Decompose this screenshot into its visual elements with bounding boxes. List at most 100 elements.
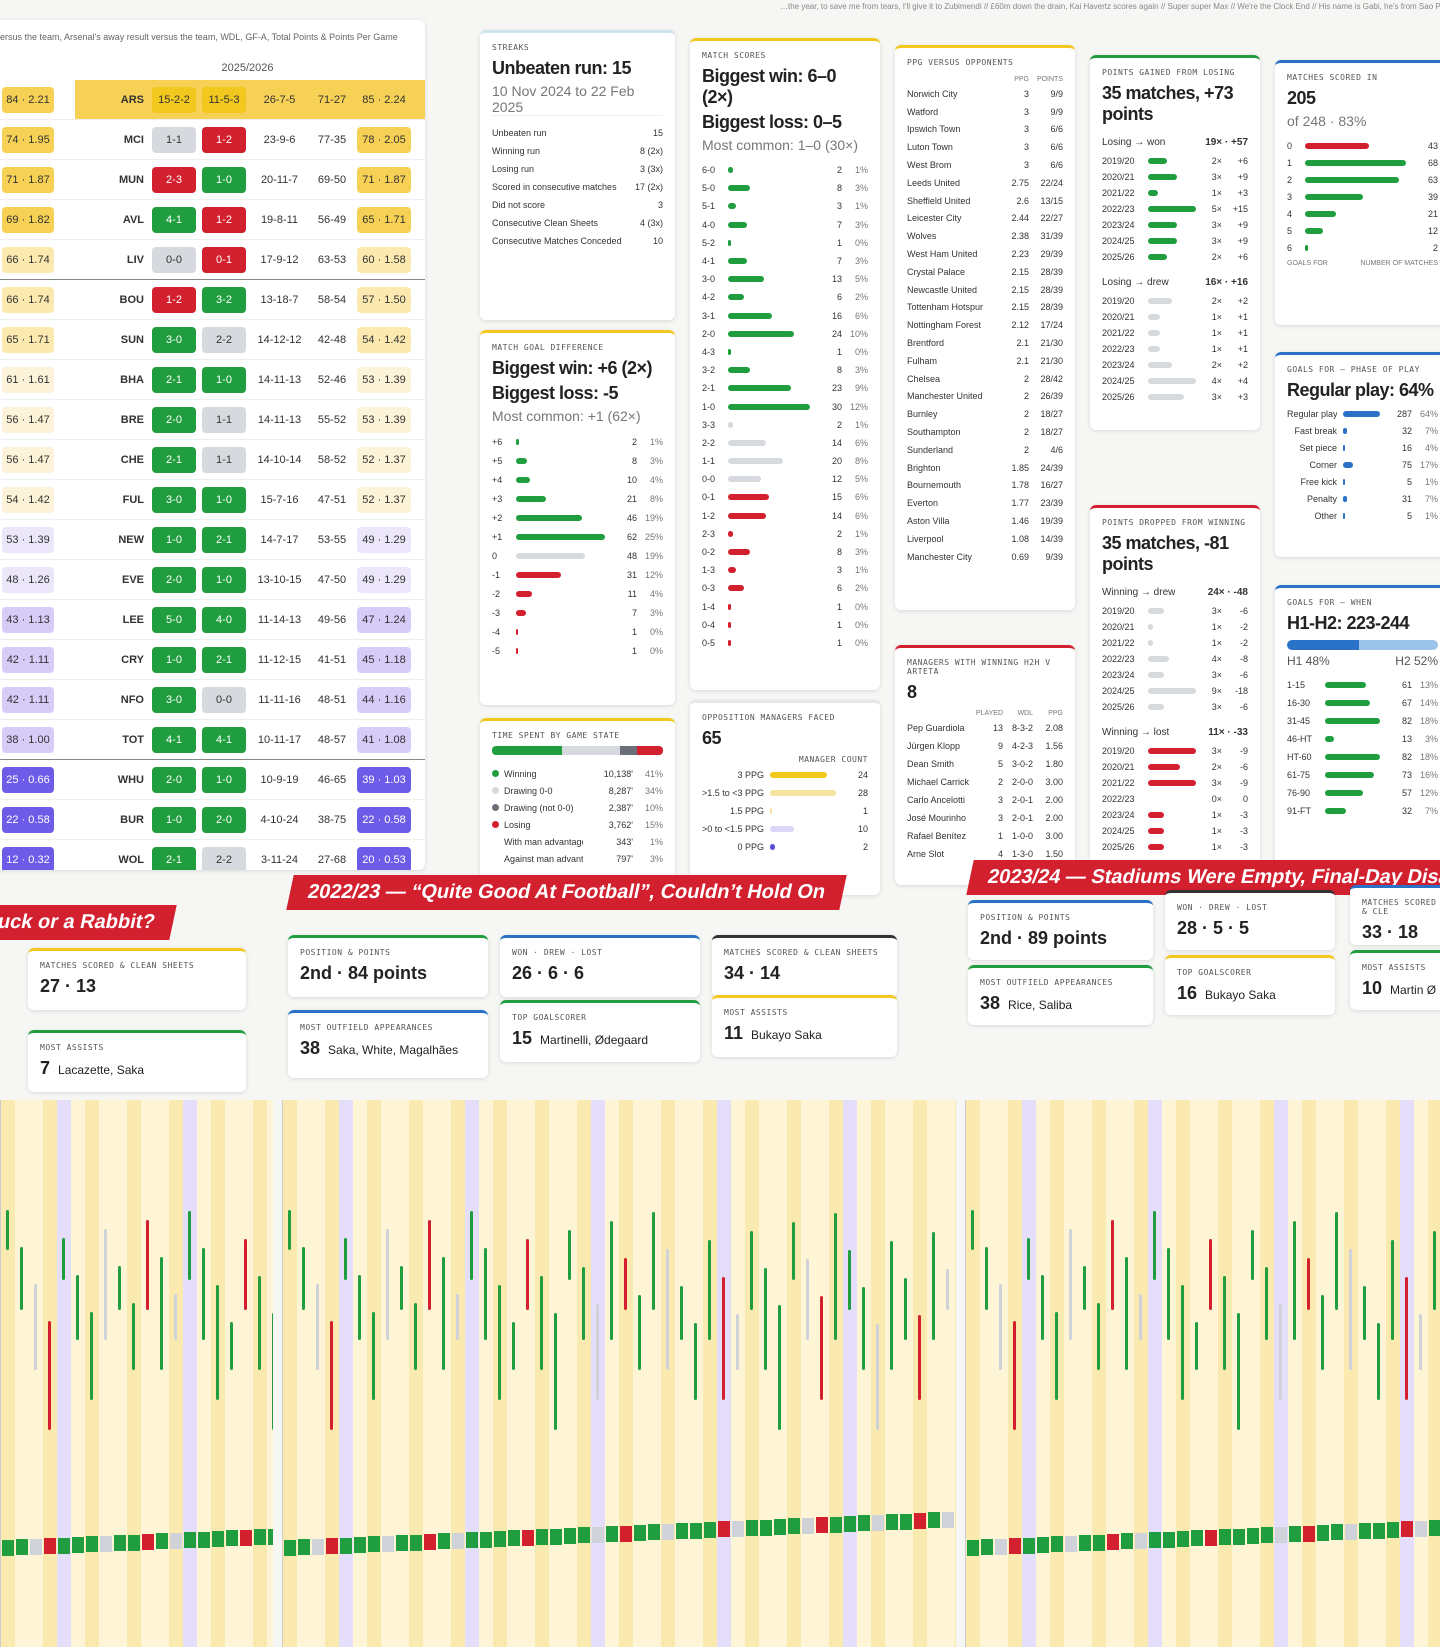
strip-column [994,1100,1008,1647]
bar-track [770,808,836,814]
bar-row: -2 11 4% [492,584,663,603]
points-ppg: 78 · 2.05 [357,126,411,153]
match-strip [965,1100,1440,1647]
bar-row: -4 1 0% [492,622,663,641]
axis-labels: GOALS FOR NUMBER OF MATCHES [1287,260,1438,267]
points: 0 [1242,794,1248,804]
bar-percent: 3% [854,183,868,194]
strip-tick [428,1220,431,1310]
season-row: 2020/21 1× -2 [1102,619,1248,635]
card-headline: H1-H2: 223-244 [1287,613,1410,633]
strip-tick [971,1210,974,1250]
bar [1148,394,1184,400]
bar-label: 3-1 [702,310,716,321]
team: AVL [122,213,144,226]
bar-track [728,585,810,592]
team: WHU [117,773,144,786]
bar-percent: 0% [854,619,868,630]
team: LIV [126,253,144,266]
card-label: GOALS FOR – WHEN [1287,598,1373,607]
strip-square [981,1539,993,1556]
ppg-row: Ipswich Town 3 6/6 [907,121,1063,139]
bar-track [516,552,605,559]
bar-row: 1-4 1 0% [702,598,868,616]
strip-square [1093,1534,1105,1551]
season: 2023/24 [1102,810,1135,820]
bar-count: 2 [836,165,842,176]
card-value-line: 11 Bukayo Saka [724,1023,885,1044]
season: 2021/22 [1102,328,1135,338]
points: -2 [1239,622,1248,632]
points: 18/27 [1040,427,1063,438]
home-result: 1-1 [152,126,196,153]
season: 2024/25 [1102,686,1135,696]
bar-percent: 18% [1419,752,1438,762]
bar-percent: 3% [854,365,868,376]
strip-square [212,1531,224,1547]
bar-track [728,494,810,501]
bar-row: Fast break 32 7% [1287,422,1438,439]
bar-track [728,185,810,192]
strip-square [606,1526,618,1543]
card-value-line: 7 Lacazette, Saka [40,1058,234,1079]
away-result: 0-1 [202,246,246,273]
strip-tick [946,1269,949,1310]
wdl: 15-7-16 [260,493,299,506]
opponent: Sheffield United [907,195,971,206]
previous-points: 56 · 1.47 [2,446,54,473]
strip-tick [1111,1220,1114,1310]
bar-count: 16 [1401,442,1412,453]
table-row: 12 · 0.32 WOL 2-1 2-2 3-11-24 27-68 20 · 0.53 [0,840,425,870]
card-detail: Saka, White, Magalhães [328,1043,459,1057]
bar-track [1148,174,1196,180]
strip-square [718,1521,730,1538]
h2h-row: Michael Carrick 2 2-0-0 3.00 [907,773,1063,791]
strip-square [1359,1523,1371,1540]
strip-column [661,1100,675,1647]
bar-percent: 12% [1419,788,1438,798]
bar [728,167,734,174]
team: NFO [120,693,144,706]
manager: Jürgen Klopp [907,741,961,751]
strip-tick [694,1323,697,1400]
ppg: 2 [1023,444,1029,455]
ppg: 1.78 [1011,480,1029,491]
bar-label: 46-HT [1287,734,1313,744]
previous-points: 54 · 1.42 [2,486,54,513]
bar-label: HT-60 [1287,752,1312,762]
bar-row: HT-60 82 18% [1287,748,1438,766]
card-label: POSITION & POINTS [300,948,391,957]
away-result: 2-2 [202,326,246,353]
team: CRY [121,653,144,666]
opponent: Watford [907,106,939,117]
strip-square [788,1518,800,1535]
season-card: TOP GOALSCORER 16 Bukayo Saka [1165,955,1335,1015]
points: 28/39 [1040,302,1063,313]
strip-tick [512,1322,515,1370]
points: +15 [1232,204,1248,214]
previous-points: 43 · 1.13 [2,606,54,633]
count: 3× [1211,392,1222,402]
strip-square [774,1519,786,1535]
column-header: PLAYED [975,709,1003,717]
strip-tick [272,1313,273,1430]
strip-column [1288,1100,1302,1647]
season-row: 2022/23 1× +1 [1102,341,1248,357]
bar-percent: 1% [854,528,868,539]
goals: 47-51 [317,493,347,506]
card-label: MATCHES SCORED & CLE [1362,898,1437,916]
strip-column [1316,1100,1330,1647]
strip-square [1373,1522,1385,1539]
bar-count: 24 [831,328,842,339]
streak-value: 8 (2x) [639,146,663,156]
bar-percent: 6% [854,510,868,521]
points-ppg: 54 · 1.42 [357,326,411,353]
strip-square [1317,1525,1329,1541]
bar-track [1148,844,1196,850]
strip-column [1414,1100,1428,1647]
bar-percent: 0% [854,237,868,248]
ppg-row: Liverpool 1.08 14/39 [907,530,1063,548]
split-segment [1287,640,1360,650]
bar-percent: 7% [1424,493,1438,504]
bar [728,603,731,610]
